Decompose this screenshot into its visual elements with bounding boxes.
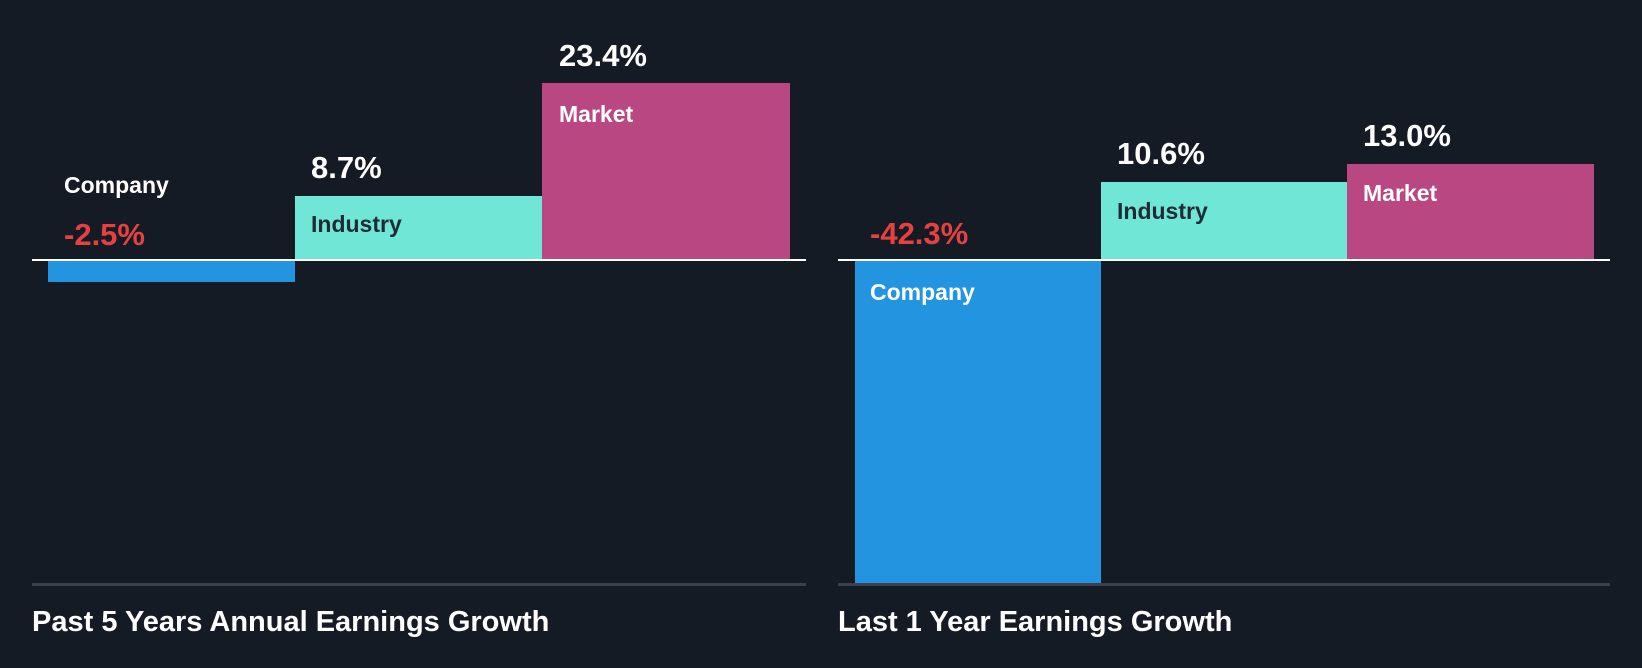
bar-value-company: -42.3% [870, 216, 969, 251]
zero-line [32, 259, 806, 261]
bar-company [855, 261, 1101, 584]
bar-value-industry: 10.6% [1117, 136, 1205, 171]
bar-label-industry: Industry [311, 211, 402, 237]
bar-market [1347, 164, 1594, 260]
bar-label-company: Company [870, 279, 975, 305]
bar-label-market: Market [1363, 180, 1438, 206]
bar-industry [1101, 182, 1347, 260]
bar-company [48, 261, 295, 282]
axis-baseline [32, 583, 806, 586]
chart-title: Last 1 Year Earnings Growth [838, 606, 1233, 638]
bar-label-company: Company [64, 172, 169, 198]
bar-market [542, 83, 790, 260]
bar-value-industry: 8.7% [311, 150, 382, 185]
bar-label-market: Market [559, 101, 634, 127]
bar-value-market: 13.0% [1363, 118, 1451, 153]
bar-value-company: -2.5% [64, 217, 145, 252]
bar-value-market: 23.4% [559, 38, 647, 73]
chart-title: Past 5 Years Annual Earnings Growth [32, 606, 550, 638]
zero-line [838, 259, 1610, 261]
axis-baseline [838, 583, 1610, 586]
bar-label-industry: Industry [1117, 198, 1208, 224]
bar-industry [295, 196, 542, 260]
